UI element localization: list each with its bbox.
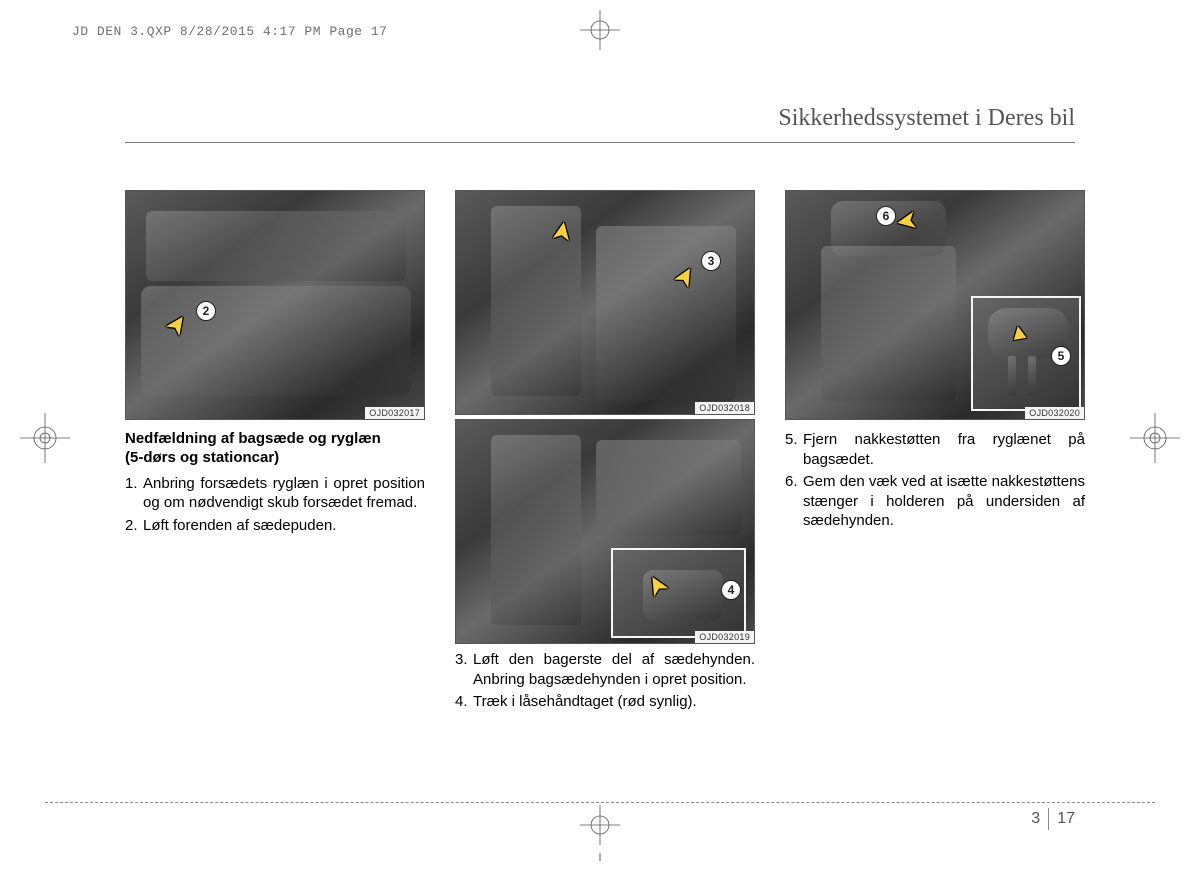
figure-label: OJD032020 (1025, 407, 1084, 419)
item-text: Gem den væk ved at isætte nakkestøttens … (803, 472, 1085, 531)
figure-label: OJD032019 (695, 631, 754, 643)
crop-mark-left (20, 413, 70, 463)
callout-6: 6 (876, 206, 896, 226)
list-item: 4.Træk i låsehåndtaget (rød synlig). (455, 692, 755, 712)
column-middle: ➤ ➤ 3 OJD032018 ➤ 4 OJD032019 3.Løft den… (455, 190, 755, 715)
item-num: 2. (125, 516, 143, 536)
item-text: Løft forenden af sædepuden. (143, 516, 425, 536)
footer-rule (45, 802, 1155, 803)
subtitle-line2: (5-dørs og stationcar) (125, 449, 279, 466)
list-middle: 3.Løft den bagerste del af sædehynden. A… (455, 650, 755, 712)
page-separator (1048, 808, 1049, 830)
page-section: 3 (1031, 810, 1040, 828)
subtitle: Nedfældning af bagsæde og ryglæn (5-dørs… (125, 430, 425, 468)
header-rule (125, 142, 1075, 143)
item-num: 6. (785, 472, 803, 531)
crop-mark-top (580, 10, 620, 50)
arrow-icon: ▲ (1006, 317, 1032, 346)
callout-3: 3 (701, 251, 721, 271)
figure-ojd032020: ➤ ▲ 6 5 OJD032020 (785, 190, 1085, 420)
page-page: 17 (1057, 810, 1075, 828)
item-num: 1. (125, 474, 143, 513)
item-text: Løft den bagerste del af sædehynden. Anb… (473, 650, 755, 689)
item-text: Anbring forsædets ryglæn i opret positio… (143, 474, 425, 513)
column-right: ➤ ▲ 6 5 OJD032020 5.Fjern nakkestøtten f… (785, 190, 1085, 715)
page-number: 3 17 (1031, 808, 1075, 830)
figure-ojd032017: ➤ 2 OJD032017 (125, 190, 425, 420)
page-title: Sikkerhedssystemet i Deres bil (778, 105, 1075, 132)
column-left: ➤ 2 OJD032017 Nedfældning af bagsæde og … (125, 190, 425, 715)
list-item: 1.Anbring forsædets ryglæn i opret posit… (125, 474, 425, 513)
callout-2: 2 (196, 301, 216, 321)
list-right: 5.Fjern nakkestøtten fra ryglænet på bag… (785, 430, 1085, 531)
figure-label: OJD032017 (365, 407, 424, 419)
list-left: 1.Anbring forsædets ryglæn i opret posit… (125, 474, 425, 536)
list-item: 5.Fjern nakkestøtten fra ryglænet på bag… (785, 430, 1085, 469)
list-item: 2.Løft forenden af sædepuden. (125, 516, 425, 536)
list-item: 3.Løft den bagerste del af sædehynden. A… (455, 650, 755, 689)
item-text: Fjern nakkestøtten fra ryglænet på bagsæ… (803, 430, 1085, 469)
slug-line: JD DEN 3.QXP 8/28/2015 4:17 PM Page 17 (72, 24, 387, 39)
figure-ojd032018: ➤ ➤ 3 OJD032018 (455, 190, 755, 415)
item-text: Træk i låsehåndtaget (rød synlig). (473, 692, 755, 712)
callout-5: 5 (1051, 346, 1071, 366)
subtitle-line1: Nedfældning af bagsæde og ryglæn (125, 430, 381, 447)
item-num: 3. (455, 650, 473, 689)
list-item: 6.Gem den væk ved at isætte nakkestøtten… (785, 472, 1085, 531)
figure-ojd032019: ➤ 4 OJD032019 (455, 419, 755, 644)
figure-label: OJD032018 (695, 402, 754, 414)
item-num: 4. (455, 692, 473, 712)
content-area: ➤ 2 OJD032017 Nedfældning af bagsæde og … (125, 190, 1075, 715)
callout-4: 4 (721, 580, 741, 600)
crop-mark-tiny (600, 853, 601, 861)
crop-mark-bottom (580, 805, 620, 845)
crop-mark-right (1130, 413, 1180, 463)
item-num: 5. (785, 430, 803, 469)
